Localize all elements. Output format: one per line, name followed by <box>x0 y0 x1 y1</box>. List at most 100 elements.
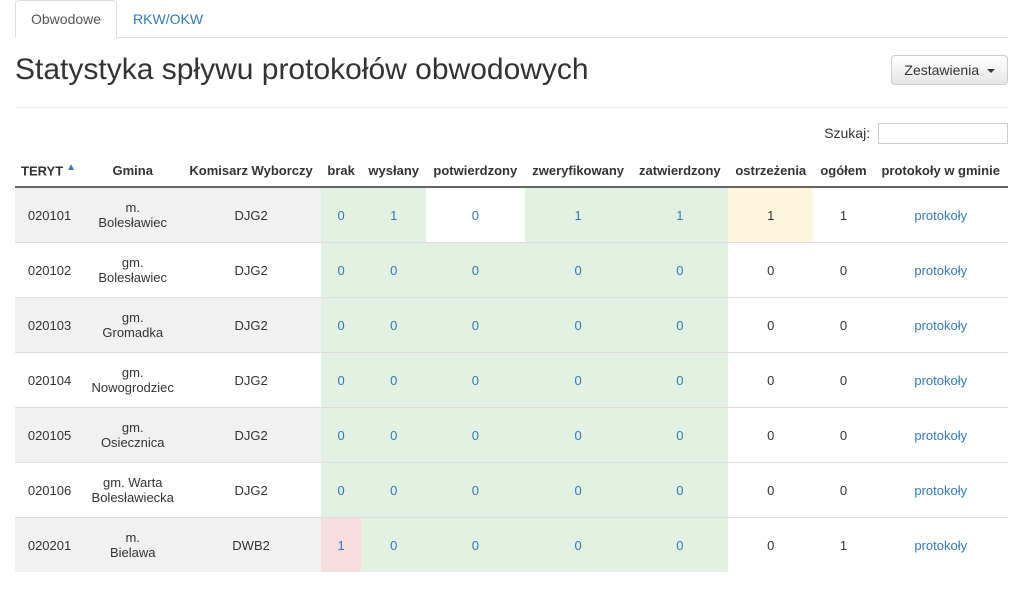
cell-brak-link[interactable]: 0 <box>338 318 345 333</box>
cell-zweryfikowany-link[interactable]: 0 <box>575 318 582 333</box>
cell-ogolem: 0 <box>813 243 873 298</box>
cell-brak: 0 <box>321 187 362 243</box>
cell-ogolem-value: 0 <box>840 373 847 388</box>
cell-zatwierdzony: 1 <box>632 187 728 243</box>
cell-zatwierdzony-link[interactable]: 0 <box>676 318 683 333</box>
tab-rkw-okw[interactable]: RKW/OKW <box>117 0 219 38</box>
cell-ostrzezenia-value: 1 <box>767 208 774 223</box>
cell-zweryfikowany-link[interactable]: 0 <box>575 428 582 443</box>
col-wyslany[interactable]: wysłany <box>361 154 426 187</box>
cell-zweryfikowany-link[interactable]: 0 <box>575 373 582 388</box>
cell-brak-link[interactable]: 0 <box>338 428 345 443</box>
cell-gmina: gm. WartaBolesławiecka <box>84 463 181 518</box>
cell-protokoly: protokoły <box>873 408 1008 463</box>
cell-zatwierdzony-link[interactable]: 0 <box>676 538 683 553</box>
cell-zatwierdzony-link[interactable]: 1 <box>676 208 683 223</box>
cell-zatwierdzony: 0 <box>632 353 728 408</box>
cell-zatwierdzony: 0 <box>632 463 728 518</box>
page-header: Statystyka spływu protokołów obwodowych … <box>15 38 1008 108</box>
cell-zatwierdzony-link[interactable]: 0 <box>676 263 683 278</box>
cell-wyslany-link[interactable]: 0 <box>390 538 397 553</box>
cell-teryt: 020104 <box>15 353 84 408</box>
cell-teryt: 020101 <box>15 187 84 243</box>
cell-zatwierdzony-link[interactable]: 0 <box>676 483 683 498</box>
cell-ogolem-value: 0 <box>840 318 847 333</box>
table-row: 020201m.BielawaDWB21000001protokoły <box>15 518 1008 573</box>
col-zweryfikowany[interactable]: zweryfikowany <box>525 154 632 187</box>
cell-potwierdzony-link[interactable]: 0 <box>472 208 479 223</box>
cell-ostrzezenia-value: 0 <box>767 373 774 388</box>
cell-zweryfikowany: 1 <box>525 187 632 243</box>
cell-potwierdzony: 0 <box>426 243 525 298</box>
protokoly-link[interactable]: protokoły <box>914 318 967 333</box>
cell-wyslany-link[interactable]: 0 <box>390 263 397 278</box>
protokoly-link[interactable]: protokoły <box>914 263 967 278</box>
cell-potwierdzony: 0 <box>426 518 525 573</box>
cell-ogolem: 1 <box>813 518 873 573</box>
cell-brak-link[interactable]: 1 <box>338 538 345 553</box>
cell-protokoly: protokoły <box>873 463 1008 518</box>
col-protokoly[interactable]: protokoły w gminie <box>873 154 1008 187</box>
cell-wyslany-link[interactable]: 1 <box>390 208 397 223</box>
cell-ogolem: 0 <box>813 353 873 408</box>
cell-ogolem: 0 <box>813 298 873 353</box>
cell-potwierdzony: 0 <box>426 408 525 463</box>
cell-wyslany-link[interactable]: 0 <box>390 428 397 443</box>
cell-brak-link[interactable]: 0 <box>338 483 345 498</box>
cell-potwierdzony-link[interactable]: 0 <box>472 483 479 498</box>
cell-ogolem-value: 1 <box>840 538 847 553</box>
search-input[interactable] <box>878 123 1008 144</box>
tab-obwodowe[interactable]: Obwodowe <box>15 0 117 38</box>
nav-tabs: Obwodowe RKW/OKW <box>15 0 1008 38</box>
cell-zweryfikowany-link[interactable]: 0 <box>575 483 582 498</box>
cell-ogolem-value: 1 <box>840 208 847 223</box>
protokoly-link[interactable]: protokoły <box>914 373 967 388</box>
cell-wyslany-link[interactable]: 0 <box>390 373 397 388</box>
protokoly-link[interactable]: protokoły <box>914 208 967 223</box>
cell-teryt: 020201 <box>15 518 84 573</box>
cell-wyslany-link[interactable]: 0 <box>390 318 397 333</box>
cell-zweryfikowany: 0 <box>525 243 632 298</box>
cell-ogolem: 1 <box>813 187 873 243</box>
cell-ostrzezenia: 0 <box>728 353 813 408</box>
cell-wyslany: 0 <box>361 518 426 573</box>
cell-potwierdzony: 0 <box>426 353 525 408</box>
col-brak[interactable]: brak <box>321 154 362 187</box>
cell-brak-link[interactable]: 0 <box>338 373 345 388</box>
cell-wyslany-link[interactable]: 0 <box>390 483 397 498</box>
col-ostrzezenia[interactable]: ostrzeżenia <box>728 154 813 187</box>
cell-potwierdzony-link[interactable]: 0 <box>472 373 479 388</box>
cell-zatwierdzony-link[interactable]: 0 <box>676 428 683 443</box>
zestawienia-dropdown-button[interactable]: Zestawienia <box>891 55 1008 85</box>
cell-gmina: gm.Bolesławiec <box>84 243 181 298</box>
cell-gmina: gm.Osiecznica <box>84 408 181 463</box>
cell-zweryfikowany-link[interactable]: 0 <box>575 263 582 278</box>
col-potwierdzony[interactable]: potwierdzony <box>426 154 525 187</box>
cell-brak-link[interactable]: 0 <box>338 208 345 223</box>
col-zatwierdzony[interactable]: zatwierdzony <box>632 154 728 187</box>
col-ogolem[interactable]: ogółem <box>813 154 873 187</box>
cell-potwierdzony-link[interactable]: 0 <box>472 538 479 553</box>
cell-komisarz: DWB2 <box>181 518 320 573</box>
col-gmina[interactable]: Gmina <box>84 154 181 187</box>
cell-brak: 0 <box>321 408 362 463</box>
cell-zweryfikowany-link[interactable]: 1 <box>575 208 582 223</box>
cell-komisarz: DJG2 <box>181 463 320 518</box>
col-komisarz[interactable]: Komisarz Wyborczy <box>181 154 320 187</box>
cell-ogolem-value: 0 <box>840 428 847 443</box>
protokoly-link[interactable]: protokoły <box>914 483 967 498</box>
cell-teryt: 020103 <box>15 298 84 353</box>
cell-zweryfikowany-link[interactable]: 0 <box>575 538 582 553</box>
protokoly-link[interactable]: protokoły <box>914 538 967 553</box>
cell-komisarz: DJG2 <box>181 353 320 408</box>
cell-potwierdzony-link[interactable]: 0 <box>472 428 479 443</box>
cell-ogolem-value: 0 <box>840 263 847 278</box>
col-teryt[interactable]: TERYT▲ <box>15 154 84 187</box>
protokoly-link[interactable]: protokoły <box>914 428 967 443</box>
cell-potwierdzony-link[interactable]: 0 <box>472 263 479 278</box>
cell-brak-link[interactable]: 0 <box>338 263 345 278</box>
table-row: 020101m.BolesławiecDJG20101111protokoły <box>15 187 1008 243</box>
table-row: 020104gm.NowogrodziecDJG20000000protokoł… <box>15 353 1008 408</box>
cell-potwierdzony-link[interactable]: 0 <box>472 318 479 333</box>
cell-zatwierdzony-link[interactable]: 0 <box>676 373 683 388</box>
